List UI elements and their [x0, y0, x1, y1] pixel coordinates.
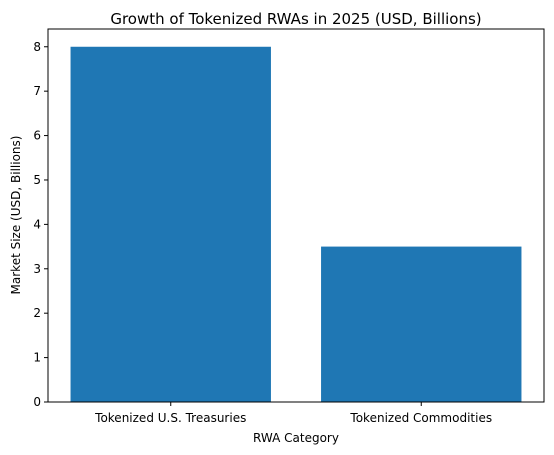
- bars-group: [70, 46, 522, 403]
- y-axis: 0 1 2 3 4 5 6 7 8: [33, 40, 48, 409]
- y-tick-label: 0: [33, 395, 41, 409]
- y-tick-label: 7: [33, 84, 41, 98]
- y-tick-label: 5: [33, 173, 41, 187]
- y-tick-label: 2: [33, 306, 41, 320]
- y-axis-label: Market Size (USD, Billions): [9, 136, 23, 295]
- y-tick-label: 1: [33, 351, 41, 365]
- x-axis-label: RWA Category: [253, 431, 339, 445]
- y-tick-label: 8: [33, 40, 41, 54]
- bar-1: [70, 46, 271, 403]
- bar-2: [321, 246, 522, 402]
- x-tick-label: Tokenized Commodities: [349, 411, 492, 425]
- plot-frame: [47, 28, 545, 403]
- x-tick-label: Tokenized U.S. Treasuries: [94, 411, 246, 425]
- y-tick-label: 6: [33, 129, 41, 143]
- y-tick-label: 3: [33, 262, 41, 276]
- chart-title: Growth of Tokenized RWAs in 2025 (USD, B…: [110, 10, 481, 28]
- y-tick-label: 4: [33, 217, 41, 231]
- x-axis: Tokenized U.S. Treasuries Tokenized Commo…: [94, 402, 492, 425]
